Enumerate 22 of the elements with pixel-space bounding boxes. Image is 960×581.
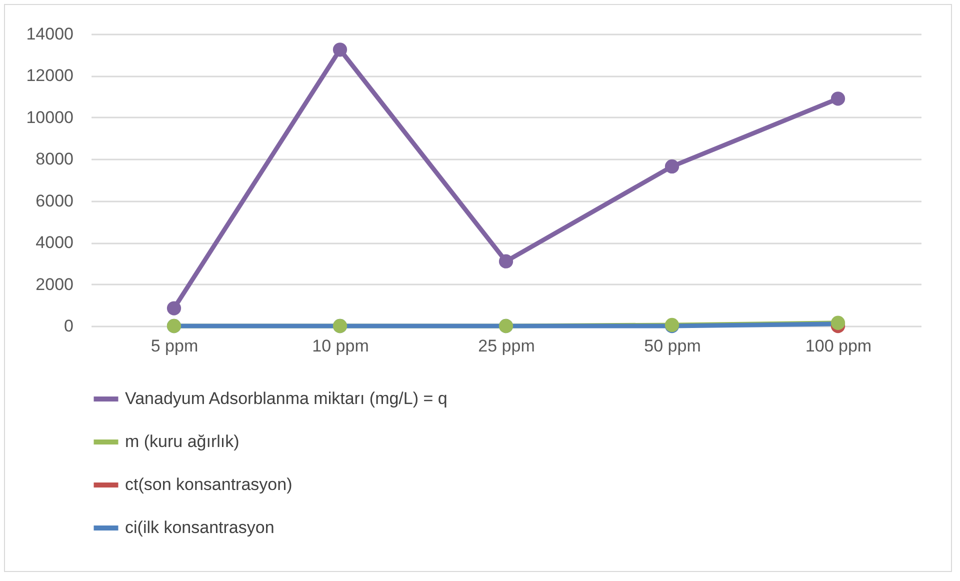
- y-tick-label: 2000: [36, 274, 74, 294]
- x-tick-label: 100 ppm: [805, 336, 872, 356]
- x-tick-label: 50 ppm: [644, 336, 701, 356]
- y-tick-label: 0: [64, 316, 74, 336]
- y-tick-label: 10000: [26, 108, 74, 127]
- point: [830, 92, 846, 106]
- y-tick-label: 12000: [26, 66, 74, 86]
- x-tick-label: 10 ppm: [312, 336, 369, 356]
- point: [332, 42, 348, 57]
- y-tick-label: 14000: [26, 24, 74, 44]
- x-tick-label: 5 ppm: [150, 336, 198, 356]
- legend-label: ct(son konsantrasyon): [125, 475, 292, 494]
- y-tick-label: 8000: [36, 150, 74, 169]
- point: [664, 159, 680, 174]
- legend-label: m (kuru ağırlık): [125, 432, 240, 451]
- x-tick-label: 25 ppm: [478, 336, 535, 356]
- y-tick-label: 6000: [36, 191, 74, 210]
- legend-label: ci(ilk konsantrasyon: [125, 518, 274, 537]
- point: [166, 301, 182, 316]
- legend-label: Vanadyum Adsorblanma miktarı (mg/L) = q: [125, 389, 448, 408]
- y-tick-label: 4000: [36, 233, 74, 252]
- point: [498, 254, 514, 268]
